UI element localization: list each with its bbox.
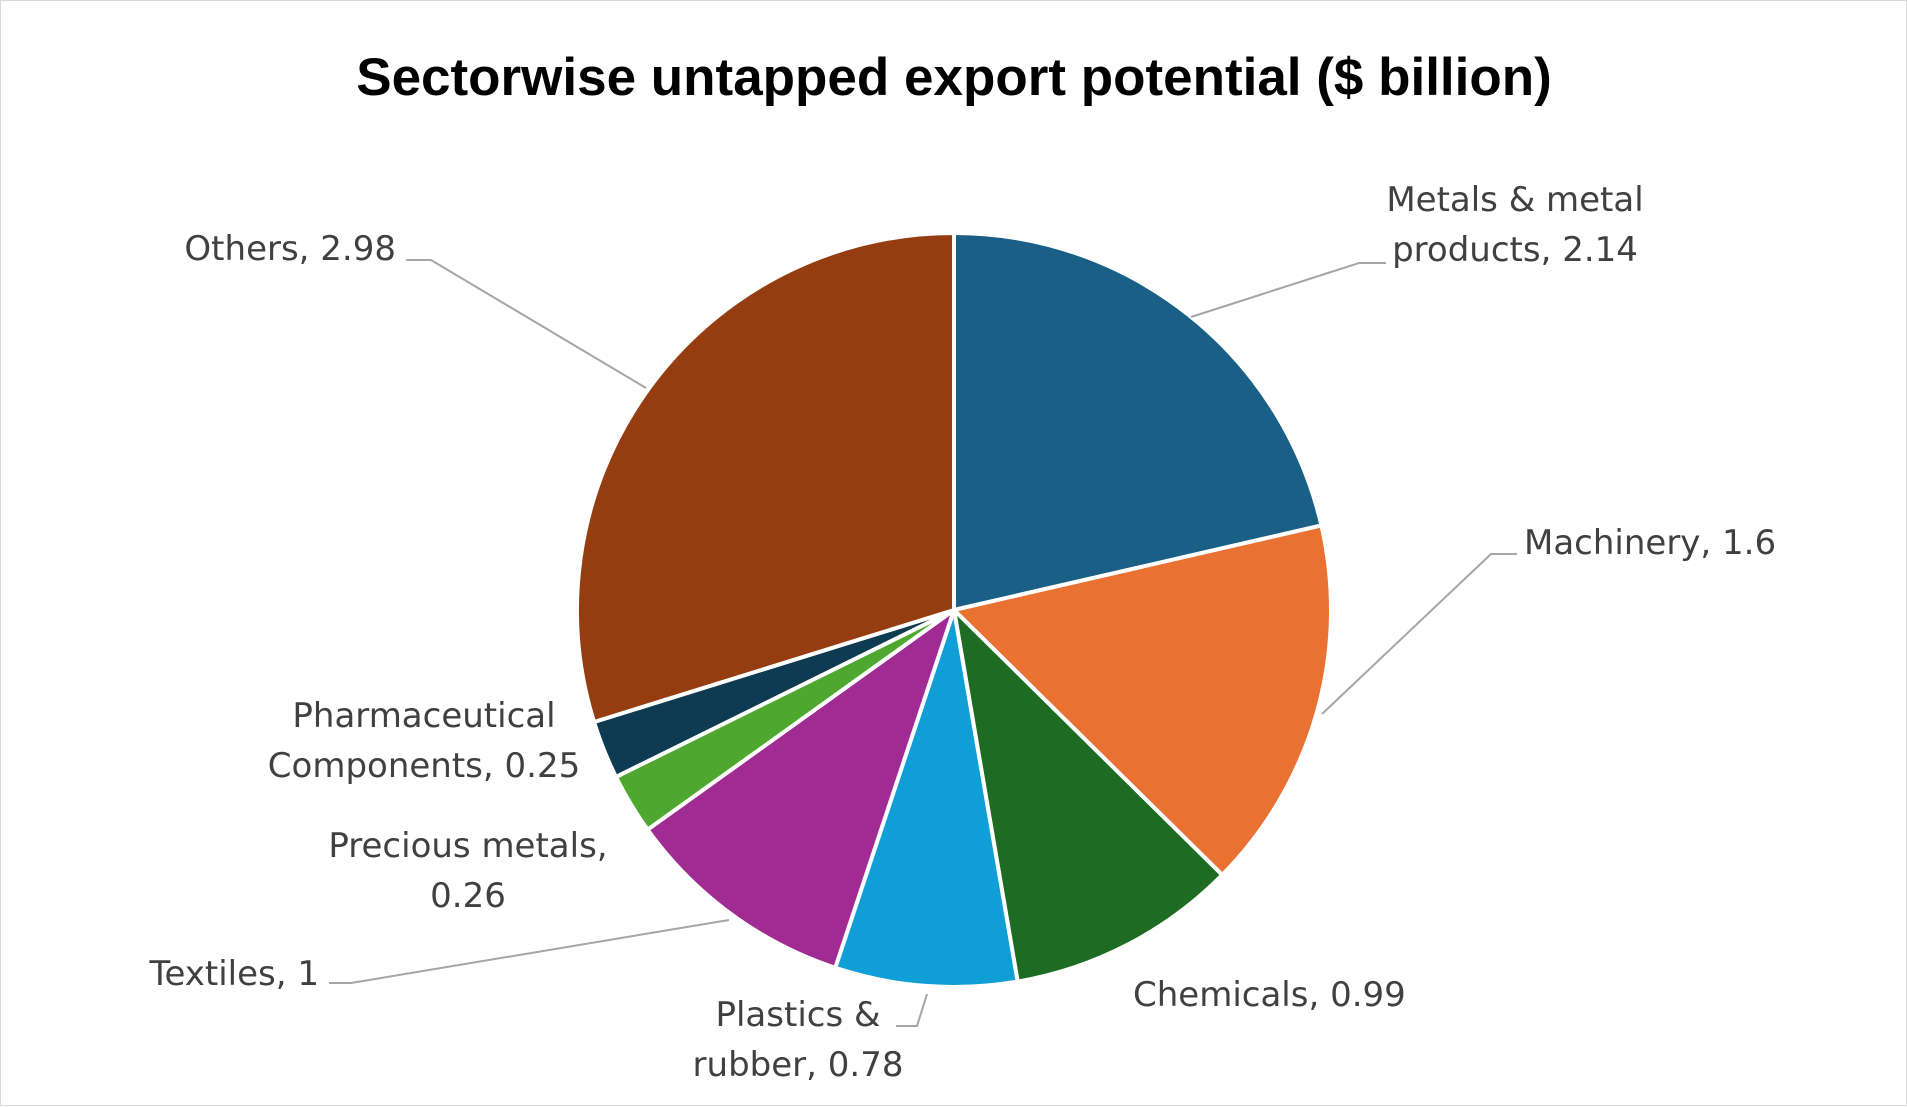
data-label-line: rubber, 0.78	[693, 1045, 904, 1085]
pie-slice-metals-and-metal-products	[952, 231, 1324, 612]
data-label-plastics-and-rubber: Plastics & rubber, 0.78	[693, 995, 904, 1085]
data-label-line: Precious metals,	[328, 826, 607, 866]
data-label-line: 0.26	[430, 876, 506, 916]
leader-line-plastics-and-rubber	[896, 993, 928, 1027]
data-label-line: Pharmaceutical	[292, 696, 555, 736]
chart-title: Sectorwise untapped export potential ($ …	[356, 48, 1552, 107]
data-label-machinery: Machinery, 1.6	[1524, 523, 1776, 563]
data-label-line: Chemicals, 0.99	[1133, 975, 1406, 1015]
leader-line-metals-and-metal-products	[1190, 262, 1386, 318]
data-labels-layer: Metals & metal products, 2.14 Machinery, 1…	[148, 180, 1776, 1085]
data-label-line: products, 2.14	[1392, 230, 1638, 270]
pie-slice-others	[575, 231, 956, 724]
data-label-chemicals: Chemicals, 0.99	[1133, 975, 1406, 1015]
pie-slice-machinery	[952, 523, 1333, 877]
data-label-others: Others, 2.98	[184, 229, 396, 269]
data-label-metals-and-metal-products: Metals & metal products, 2.14	[1386, 180, 1643, 270]
data-label-textiles: Textiles, 1	[148, 954, 319, 994]
data-label-line: Components, 0.25	[268, 746, 580, 786]
data-label-line: Others, 2.98	[184, 229, 396, 269]
data-label-line: Plastics &	[715, 995, 880, 1035]
data-label-line: Metals & metal	[1386, 180, 1643, 220]
slices-layer	[575, 231, 1333, 989]
leader-line-textiles	[329, 919, 730, 984]
data-label-precious-metals: Precious metals, 0.26	[328, 826, 607, 916]
leader-line-machinery	[1321, 553, 1517, 715]
data-label-line: Machinery, 1.6	[1524, 523, 1776, 563]
pie-slice-textiles	[645, 608, 956, 970]
pie-slice-plastics-and-rubber	[833, 608, 1020, 989]
pie-slice-chemicals	[952, 608, 1225, 984]
leader-line-others	[406, 259, 647, 389]
data-label-line: Textiles, 1	[148, 954, 319, 994]
data-label-pharmaceutical-components: Pharmaceutical Components, 0.25	[268, 696, 580, 786]
leader-lines-layer	[329, 259, 1517, 1027]
